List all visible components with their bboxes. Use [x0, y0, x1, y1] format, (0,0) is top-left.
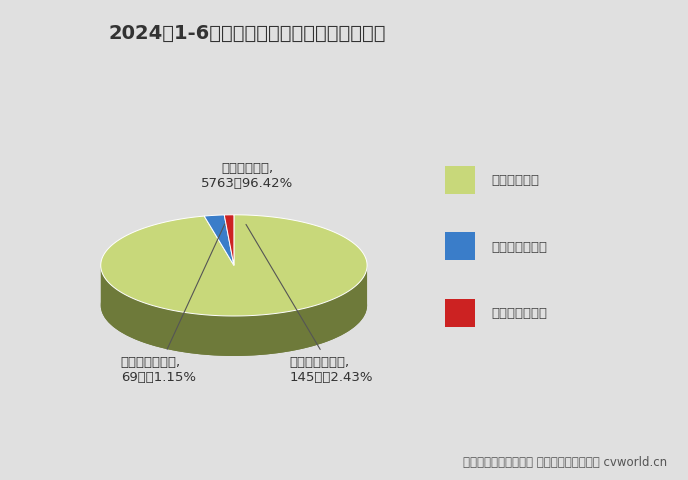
Polygon shape	[224, 216, 234, 266]
Text: 纯电动自卸车,
5763辆96.42%: 纯电动自卸车, 5763辆96.42%	[201, 162, 293, 190]
Bar	[445, 166, 475, 194]
Text: 数据来源：交强险统计 制图：第一商用车网 cvworld.cn: 数据来源：交强险统计 制图：第一商用车网 cvworld.cn	[463, 455, 667, 468]
Bar	[445, 299, 475, 327]
Text: 燃料电池自卸车: 燃料电池自卸车	[492, 240, 548, 253]
Bar	[445, 233, 475, 261]
Text: 燃料电池自卸车,
145辆，2.43%: 燃料电池自卸车, 145辆，2.43%	[246, 225, 374, 383]
Text: 混合动力自卸车: 混合动力自卸车	[492, 307, 548, 320]
Ellipse shape	[100, 255, 367, 356]
Polygon shape	[100, 266, 367, 356]
Polygon shape	[204, 216, 234, 266]
Text: 2024年1-6月新能源自卸车燃料类型占比一览: 2024年1-6月新能源自卸车燃料类型占比一览	[109, 24, 387, 43]
Polygon shape	[100, 216, 367, 316]
Text: 纯电动自卸车: 纯电动自卸车	[492, 174, 540, 187]
Text: 混合动力自卸车,
69辆，1.15%: 混合动力自卸车, 69辆，1.15%	[120, 225, 225, 383]
